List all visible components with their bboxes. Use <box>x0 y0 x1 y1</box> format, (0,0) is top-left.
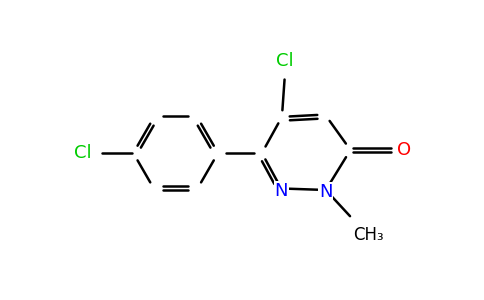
Text: N: N <box>274 182 288 200</box>
Text: N: N <box>319 183 333 201</box>
Text: Cl: Cl <box>276 52 294 70</box>
Text: CH₃: CH₃ <box>353 226 383 244</box>
Text: O: O <box>397 141 411 159</box>
Text: Cl: Cl <box>74 144 91 162</box>
